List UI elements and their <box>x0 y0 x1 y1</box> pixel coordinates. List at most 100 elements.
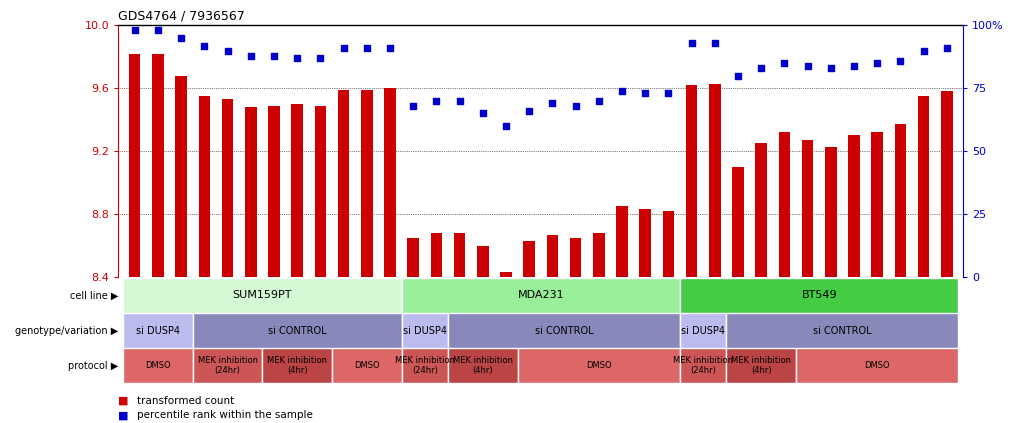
Bar <box>570 238 581 277</box>
Text: percentile rank within the sample: percentile rank within the sample <box>137 410 313 420</box>
Point <box>428 98 445 104</box>
Bar <box>448 313 680 348</box>
Point <box>149 27 166 34</box>
Bar <box>848 135 860 277</box>
Point <box>799 62 816 69</box>
Bar <box>640 209 651 277</box>
Bar <box>755 143 767 277</box>
Bar <box>593 233 605 277</box>
Point <box>846 62 862 69</box>
Point <box>568 102 584 109</box>
Bar <box>291 104 303 277</box>
Bar <box>680 313 726 348</box>
Point <box>869 60 886 66</box>
Point <box>637 90 653 97</box>
Point <box>916 47 932 54</box>
Bar <box>918 96 929 277</box>
Text: si DUSP4: si DUSP4 <box>403 326 447 335</box>
Bar <box>680 278 958 313</box>
Text: BT549: BT549 <box>801 291 837 300</box>
Point <box>358 45 375 52</box>
Text: si DUSP4: si DUSP4 <box>136 326 180 335</box>
Point <box>777 60 793 66</box>
Bar <box>314 106 327 277</box>
Text: MEK inhibition
(24hr): MEK inhibition (24hr) <box>674 356 733 375</box>
Bar <box>245 107 256 277</box>
Text: si CONTROL: si CONTROL <box>268 326 327 335</box>
Bar <box>895 124 906 277</box>
Text: MEK inhibition
(4hr): MEK inhibition (4hr) <box>731 356 791 375</box>
Bar <box>871 132 883 277</box>
Text: protocol ▶: protocol ▶ <box>68 361 118 371</box>
Text: DMSO: DMSO <box>586 361 612 370</box>
Bar <box>152 54 164 277</box>
Bar <box>124 278 402 313</box>
Bar <box>124 313 193 348</box>
Bar <box>175 76 186 277</box>
Bar <box>129 54 140 277</box>
Point <box>521 107 538 114</box>
Bar <box>338 90 349 277</box>
Point <box>382 45 399 52</box>
Point <box>219 47 236 54</box>
Point <box>127 27 143 34</box>
Point <box>823 65 839 71</box>
Point <box>544 100 560 107</box>
Bar <box>360 90 373 277</box>
Bar <box>193 348 263 383</box>
Bar <box>221 99 234 277</box>
Point <box>938 45 955 52</box>
Text: MDA231: MDA231 <box>517 291 564 300</box>
Text: MEK inhibition
(4hr): MEK inhibition (4hr) <box>453 356 513 375</box>
Bar <box>384 88 396 277</box>
Bar <box>263 348 332 383</box>
Text: DMSO: DMSO <box>354 361 379 370</box>
Point <box>242 52 259 59</box>
Bar <box>825 146 836 277</box>
Bar <box>199 96 210 277</box>
Text: GDS4764 / 7936567: GDS4764 / 7936567 <box>118 10 245 23</box>
Point <box>614 88 630 94</box>
Bar <box>402 348 448 383</box>
Bar <box>680 348 726 383</box>
Point <box>590 98 607 104</box>
Point <box>892 57 908 64</box>
Bar <box>686 85 697 277</box>
Bar <box>431 233 442 277</box>
Point <box>196 42 212 49</box>
Bar <box>662 211 675 277</box>
Text: transformed count: transformed count <box>137 396 234 406</box>
Bar <box>501 272 512 277</box>
Bar <box>709 84 721 277</box>
Bar <box>124 348 193 383</box>
Bar <box>268 106 280 277</box>
Text: ■: ■ <box>118 396 129 406</box>
Text: MEK inhibition
(24hr): MEK inhibition (24hr) <box>394 356 454 375</box>
Point <box>683 40 699 47</box>
Point <box>173 35 190 41</box>
Bar <box>732 167 744 277</box>
Point <box>729 72 746 79</box>
Text: si CONTROL: si CONTROL <box>813 326 871 335</box>
Text: DMSO: DMSO <box>864 361 890 370</box>
Bar <box>193 313 402 348</box>
Bar <box>332 348 402 383</box>
Bar <box>448 348 517 383</box>
Bar <box>779 132 790 277</box>
Text: cell line ▶: cell line ▶ <box>70 291 118 300</box>
Bar <box>407 238 419 277</box>
Point <box>451 98 468 104</box>
Text: si CONTROL: si CONTROL <box>535 326 593 335</box>
Point <box>497 123 514 129</box>
Bar <box>402 278 680 313</box>
Bar <box>517 348 680 383</box>
Bar <box>477 246 488 277</box>
Point <box>336 45 352 52</box>
Bar <box>796 348 958 383</box>
Text: MEK inhibition
(24hr): MEK inhibition (24hr) <box>198 356 258 375</box>
Bar <box>523 241 535 277</box>
Bar <box>726 348 796 383</box>
Bar <box>454 233 466 277</box>
Text: ■: ■ <box>118 410 129 420</box>
Point <box>266 52 282 59</box>
